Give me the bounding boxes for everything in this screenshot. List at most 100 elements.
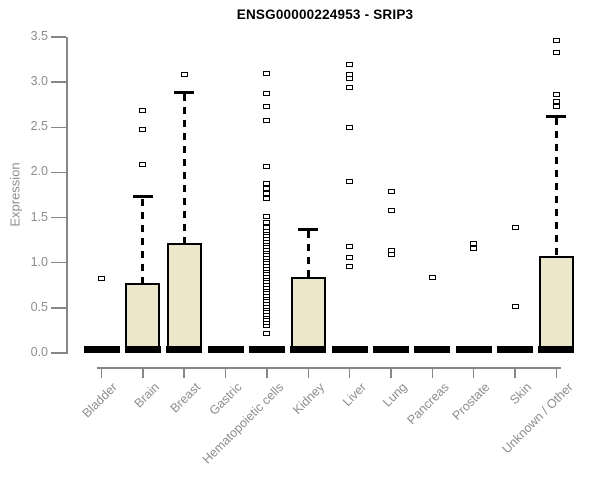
x-tick [514,367,516,378]
y-tick [51,261,66,264]
y-tick [51,126,66,128]
median-bar-kidney [290,345,327,353]
y-tick-label: 0.5 [30,299,48,314]
x-tick-label-gastric: Gastric [206,380,245,418]
y-tick [51,216,66,219]
outlier-brain [139,161,147,167]
whisker-kidney [306,231,310,278]
outlier-pancreas [428,274,436,280]
median-bar-pancreas [414,345,451,353]
y-tick-label: 1.5 [30,209,48,224]
x-tick [142,367,144,378]
x-tick-label-liver: Liver [339,380,369,410]
y-tick-label: 2.0 [30,164,48,179]
box-kidney [290,277,326,353]
outlier-hematopoietic-cells [263,91,271,97]
whisker-unknown-other [554,118,558,257]
outlier-lung [387,188,395,194]
x-tick [266,367,268,378]
outlier-unknown-other [552,98,560,104]
x-tick-label-kidney: Kidney [290,380,328,417]
outlier-liver [346,61,354,67]
x-tick [100,367,103,378]
outlier-hematopoietic-cells [263,118,271,124]
outlier-bladder [98,276,105,282]
x-tick-label-lung: Lung [380,380,410,410]
median-bar-unknown-other [538,345,575,353]
x-tick-label-pancreas: Pancreas [404,380,452,428]
outlier-prostate [470,245,478,251]
y-axis-line [66,36,68,354]
box-brain [125,282,161,353]
outlier-liver [346,263,354,269]
y-tick [51,36,66,38]
outlier-liver [346,178,354,184]
x-tick [224,367,227,378]
y-tick-label: 3.5 [30,28,48,43]
box-breast [166,242,202,353]
outlier-unknown-other [552,103,560,109]
median-bar-gastric [207,345,244,353]
y-tick-label: 2.5 [30,119,48,134]
outlier-unknown-other [552,92,560,98]
y-tick [51,171,66,174]
outlier-liver [346,243,354,249]
outlier-skin [511,224,519,230]
outlier-liver [346,72,354,78]
outlier-liver [346,254,354,260]
outlier-lung [387,207,395,213]
box-unknown-other [538,256,574,353]
x-tick-label-unknown-other: Unknown / Other [499,380,576,457]
x-tick [390,367,392,378]
outlier-liver [346,85,354,91]
outlier-hematopoietic-cells [263,219,271,225]
x-tick [555,367,558,378]
outlier-brain [139,107,147,113]
whisker-cap-kidney [298,227,319,231]
whisker-brain [141,198,145,283]
x-tick-label-skin: Skin [506,380,535,408]
outlier-unknown-other [552,49,560,55]
outlier-lung [387,252,395,258]
outlier-hematopoietic-cells [263,180,271,186]
median-bar-hematopoietic-cells [248,345,285,353]
y-tick [51,81,66,83]
y-tick-label: 0.0 [30,345,48,359]
whisker-cap-brain [132,195,153,199]
outlier-skin [511,303,519,309]
x-tick-label-breast: Breast [167,380,204,416]
median-bar-prostate [455,345,492,353]
outlier-brain [139,127,147,133]
x-tick-label-brain: Brain [131,380,162,411]
median-bar-bladder [83,345,120,353]
outlier-hematopoietic-cells [263,190,271,196]
outlier-hematopoietic-cells [263,186,271,192]
outlier-hematopoietic-cells [263,224,271,230]
median-bar-skin [497,345,534,353]
y-tick [51,352,66,354]
outlier-unknown-other [552,38,560,44]
outlier-hematopoietic-cells [263,164,271,170]
median-bar-brain [124,345,161,353]
x-tick [348,367,351,378]
outlier-liver [346,124,354,130]
chart-title: ENSG00000224953 - SRIP3 [236,7,414,22]
median-bar-lung [373,345,410,353]
outlier-prostate [470,241,478,247]
x-tick [183,367,185,378]
outlier-hematopoietic-cells [263,330,271,336]
outlier-hematopoietic-cells [263,214,271,220]
y-tick [51,307,66,309]
x-axis-line [97,367,561,369]
y-tick-label: 3.0 [30,74,48,89]
outlier-hematopoietic-cells [263,103,271,109]
outlier-hematopoietic-cells [263,71,271,77]
x-tick-label-hematopoietic-cells: Hematopoietic cells [199,380,286,467]
whisker-breast [182,94,186,243]
outlier-breast [180,72,188,78]
whisker-cap-breast [174,90,195,94]
x-tick [431,367,434,378]
x-tick-label-prostate: Prostate [449,380,493,423]
